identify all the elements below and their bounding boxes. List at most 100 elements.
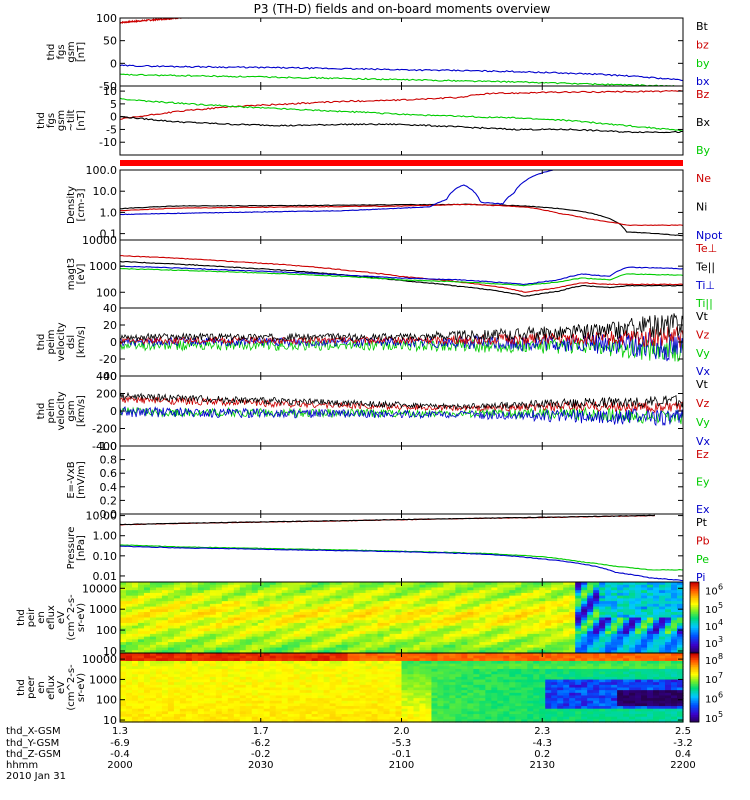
heatmap-cell — [143, 642, 151, 646]
heatmap-cell — [305, 650, 313, 654]
heatmap-cell — [209, 612, 217, 616]
heatmap-cell — [401, 663, 409, 667]
heatmap-cell — [635, 625, 642, 630]
heatmap-cell — [257, 636, 265, 640]
heatmap-cell — [407, 614, 415, 619]
heatmap-cell — [281, 690, 289, 694]
heatmap-cell — [527, 674, 534, 678]
heatmap-cell — [329, 658, 337, 662]
heatmap-cell — [647, 642, 654, 646]
y-tick-label: 0.8 — [100, 454, 118, 467]
heatmap-cell — [137, 636, 145, 640]
heatmap-cell — [401, 628, 409, 632]
heatmap-cell — [473, 706, 480, 710]
heatmap-cell — [221, 706, 229, 710]
heatmap-cell — [401, 606, 409, 610]
heatmap-cell — [329, 614, 337, 619]
heatmap-cell — [143, 603, 151, 608]
heatmap-cell — [467, 584, 474, 589]
heatmap-cell — [311, 642, 319, 646]
heatmap-cell — [461, 647, 468, 651]
heatmap-cell — [299, 587, 307, 591]
heatmap-cell — [521, 655, 528, 659]
heatmap-cell — [377, 658, 385, 662]
heatmap-cell — [407, 587, 415, 591]
heatmap-cell — [227, 603, 235, 608]
heatmap-cell — [173, 698, 181, 702]
heatmap-cell — [311, 617, 319, 621]
heatmap-cell — [203, 582, 211, 586]
heatmap-cell — [149, 633, 157, 638]
heatmap-cell — [659, 590, 666, 594]
heatmap-cell — [389, 639, 397, 643]
heatmap-cell — [581, 658, 588, 662]
heatmap-cell — [653, 631, 660, 635]
heatmap-cell — [317, 620, 325, 624]
heatmap-cell — [503, 692, 510, 697]
heatmap-cell — [497, 647, 504, 651]
heatmap-cell — [413, 592, 421, 597]
heatmap-cell — [461, 690, 468, 694]
heatmap-cell — [131, 617, 139, 621]
heatmap-cell — [311, 592, 319, 597]
heatmap-cell — [377, 639, 385, 643]
panel-frame — [119, 85, 684, 156]
heatmap-cell — [575, 642, 582, 646]
heatmap-cell — [233, 606, 241, 610]
heatmap-cell — [203, 598, 211, 602]
heatmap-cells — [120, 653, 684, 723]
heatmap-cell — [215, 671, 223, 675]
heatmap-cell — [551, 706, 558, 710]
heatmap-cell — [120, 644, 127, 649]
heatmap-cell — [377, 622, 385, 627]
heatmap-cell — [569, 658, 576, 662]
heatmap-cell — [485, 636, 492, 640]
heatmap-cell — [365, 714, 373, 718]
heatmap-cell — [311, 639, 319, 643]
heatmap-cell — [563, 663, 570, 667]
heatmap-cell — [287, 658, 295, 662]
heatmap-cell — [245, 647, 253, 651]
heatmap-cell — [209, 595, 217, 599]
heatmap-cell — [245, 598, 253, 602]
heatmap-cell — [677, 612, 684, 616]
heatmap-cell — [521, 650, 528, 654]
heatmap-cell — [299, 655, 307, 659]
heatmap-cell — [173, 603, 181, 608]
heatmap-cell — [221, 671, 229, 675]
heatmap-cell — [467, 595, 474, 599]
heatmap-cell — [209, 622, 217, 627]
heatmap-cell — [365, 708, 373, 712]
heatmap-cell — [539, 671, 546, 675]
heatmap-cell — [497, 714, 504, 718]
heatmap-cell — [647, 587, 654, 591]
heatmap-cell — [120, 703, 127, 707]
heatmap-cell — [425, 692, 433, 697]
heatmap-cell — [329, 703, 337, 707]
heatmap-cell — [599, 714, 606, 718]
heatmap-cell — [120, 595, 127, 599]
heatmap-cell — [593, 690, 600, 694]
heatmap-cell — [341, 595, 349, 599]
heatmap-cell — [335, 676, 343, 681]
heatmap-cell — [557, 666, 564, 670]
heatmap-cell — [227, 663, 235, 667]
heatmap-cell — [611, 628, 618, 632]
heatmap-cell — [371, 644, 379, 649]
heatmap-cell — [185, 668, 193, 673]
heatmap-cell — [455, 612, 462, 616]
heatmap-cell — [377, 601, 385, 605]
heatmap-cell — [347, 679, 355, 683]
heatmap-cell — [533, 650, 540, 654]
heatmap-cell — [215, 606, 223, 610]
heatmap-cell — [605, 612, 612, 616]
heatmap-cell — [401, 690, 409, 694]
heatmap-cell — [443, 658, 451, 662]
heatmap-cell — [527, 687, 534, 691]
heatmap-cell — [497, 650, 504, 654]
heatmap-cell — [377, 708, 385, 712]
heatmap-cell — [251, 706, 259, 710]
heatmap-cell — [137, 653, 145, 657]
heatmap-cell — [515, 650, 522, 654]
heatmap-cell — [593, 612, 600, 616]
